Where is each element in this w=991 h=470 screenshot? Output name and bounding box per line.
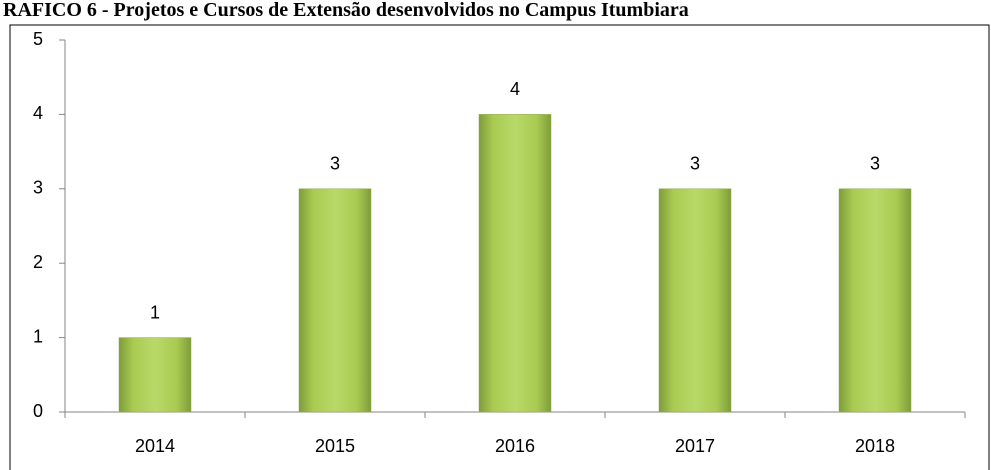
x-tick-label: 2014 xyxy=(135,436,175,456)
data-label: 3 xyxy=(870,154,880,174)
x-tick-label: 2018 xyxy=(855,436,895,456)
bar xyxy=(838,188,912,413)
x-tick-label: 2017 xyxy=(675,436,715,456)
y-tick-label: 0 xyxy=(33,401,43,421)
y-tick-label: 1 xyxy=(33,326,43,346)
bar xyxy=(478,114,552,413)
data-label: 4 xyxy=(510,79,520,99)
bar xyxy=(298,188,372,413)
chart-border xyxy=(9,24,990,470)
y-tick-label: 5 xyxy=(33,29,43,49)
chart-title: RAFICO 6 - Projetos e Cursos de Extensão… xyxy=(3,0,689,21)
x-tick-label: 2015 xyxy=(315,436,355,456)
bar xyxy=(118,337,192,413)
y-tick-label: 2 xyxy=(33,252,43,272)
y-tick-label: 4 xyxy=(33,103,43,123)
data-label: 1 xyxy=(150,302,160,322)
x-tick-label: 2016 xyxy=(495,436,535,456)
bar xyxy=(658,188,732,413)
data-label: 3 xyxy=(330,154,340,174)
y-tick-label: 3 xyxy=(33,178,43,198)
data-label: 3 xyxy=(690,154,700,174)
